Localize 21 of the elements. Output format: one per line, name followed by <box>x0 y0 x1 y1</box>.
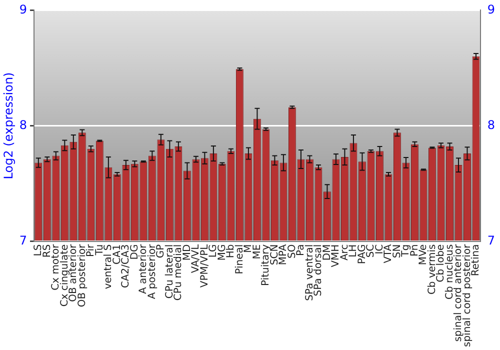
y-tick-label: 8 <box>19 118 28 132</box>
x-tick-label: Tg <box>400 244 412 258</box>
y2-tick-label: 8 <box>487 118 496 132</box>
x-tick-label: Hb <box>226 244 237 258</box>
x-tick-label: GP <box>156 244 167 258</box>
x-tick-label: RS <box>42 244 53 258</box>
y-axis-title: Log2 (expression) <box>1 72 16 180</box>
x-tick-label: A posterior <box>146 243 158 300</box>
y2-tick-label: 7 <box>487 233 496 248</box>
y2-tick-label: 9 <box>487 2 496 16</box>
x-tick-label: DG <box>129 244 140 260</box>
x-tick-label: MVe <box>418 244 430 266</box>
x-tick-label: Pituitary <box>260 244 272 286</box>
x-tick-label: Retina <box>470 244 482 276</box>
y-tick-label: 7 <box>19 233 28 248</box>
x-tick-label: Pa <box>296 244 307 256</box>
x-tick-label: spinal cord posterior <box>462 243 473 348</box>
x-tick-label: OB posterior <box>76 243 88 308</box>
x-tick-label: Cb lobe <box>436 244 447 282</box>
y-tick-label: 9 <box>19 2 28 16</box>
x-tick-label: ME <box>252 244 263 260</box>
